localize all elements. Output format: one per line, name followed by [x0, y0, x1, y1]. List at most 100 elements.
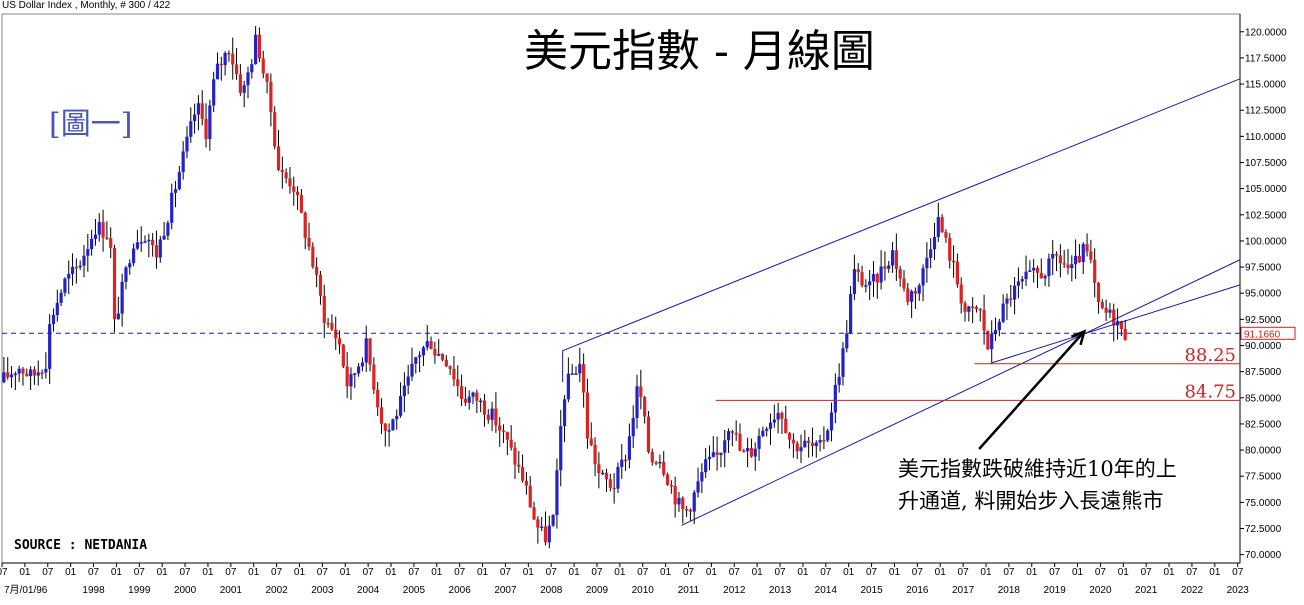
candle-up	[158, 239, 162, 258]
x-tick-month-label: 07	[1186, 567, 1198, 578]
x-tick-year-label: 2003	[311, 585, 334, 596]
candle-up	[723, 440, 727, 453]
x-tick-month-label: 01	[202, 567, 214, 578]
candle-down	[219, 63, 223, 66]
candle-down	[1085, 244, 1089, 252]
x-tick-year-label: 2004	[357, 585, 380, 596]
x-tick-month-label: 01	[431, 567, 443, 578]
candle-down	[1077, 255, 1082, 263]
x-tick-year-label: 2012	[723, 585, 746, 596]
candle-up	[921, 268, 925, 286]
candle-down	[589, 438, 593, 445]
candle-up	[616, 466, 620, 489]
candle-down	[681, 497, 685, 510]
candle-up	[768, 422, 773, 429]
x-tick-month-label: 07	[1232, 567, 1244, 578]
x-tick-month-label: 07	[820, 567, 832, 578]
candle-up	[757, 436, 761, 449]
candle-up	[9, 374, 14, 378]
x-tick-month-label: 01	[660, 567, 672, 578]
candle-down	[612, 487, 616, 490]
candle-down	[749, 448, 754, 457]
candle-up	[578, 364, 582, 374]
candle-up	[570, 373, 574, 375]
candle-down	[593, 444, 597, 465]
candle-down	[330, 323, 334, 330]
x-tick-month-label: 07	[683, 567, 695, 578]
candle-down	[582, 364, 586, 393]
y-tick-label: 100.0000	[1245, 236, 1287, 247]
candle-down	[1054, 253, 1059, 256]
candle-down	[288, 178, 292, 187]
candle-down	[494, 408, 498, 426]
candle-down	[276, 146, 281, 170]
candle-up	[48, 324, 52, 369]
y-tick-label: 75.0000	[1245, 498, 1282, 509]
candle-down	[299, 195, 303, 213]
candle-up	[78, 265, 82, 268]
x-tick-month-label: 01	[523, 567, 535, 578]
candle-down	[456, 379, 460, 387]
candle-up	[162, 235, 166, 240]
candle-up	[170, 192, 174, 223]
x-tick-year-label: 2015	[860, 585, 883, 596]
candle-down	[463, 398, 467, 403]
x-tick-month-label: 01	[1209, 567, 1221, 578]
candle-down	[963, 303, 967, 312]
candle-down	[894, 250, 898, 269]
x-tick-month-label: 07	[774, 567, 786, 578]
candle-down	[32, 369, 37, 376]
candle-down	[227, 52, 231, 55]
candle-up	[635, 386, 639, 419]
candle-up	[917, 285, 921, 294]
candle-down	[913, 291, 918, 294]
candle-down	[883, 266, 887, 269]
x-tick-month-label: 01	[797, 567, 809, 578]
candle-up	[29, 369, 33, 377]
candle-down	[383, 423, 387, 431]
y-tick-label: 90.0000	[1245, 341, 1282, 352]
x-tick-month-label: 07	[546, 567, 558, 578]
x-tick-month-label: 07	[317, 567, 329, 578]
candle-down	[1009, 298, 1013, 301]
candle-up	[997, 321, 1001, 330]
y-tick-label: 77.5000	[1245, 472, 1282, 483]
candle-up	[1001, 303, 1005, 322]
candle-down	[40, 372, 44, 374]
candle-up	[719, 452, 723, 455]
x-tick-month-label: 07	[88, 567, 100, 578]
candle-down	[440, 353, 445, 360]
candle-down	[269, 81, 273, 113]
x-tick-year-label: 2000	[174, 585, 197, 596]
candle-up	[707, 456, 712, 460]
candle-down	[734, 432, 738, 435]
candle-down	[505, 432, 509, 440]
x-tick-month-label: 07	[1141, 567, 1153, 578]
candle-up	[421, 347, 426, 356]
candle-up	[349, 374, 353, 387]
candle-down	[322, 295, 326, 323]
candle-up	[246, 72, 250, 86]
candle-down	[379, 407, 384, 424]
candle-down	[875, 274, 879, 283]
candle-up	[818, 439, 822, 443]
candle-up	[566, 373, 570, 400]
candle-up	[772, 419, 776, 423]
candle-down	[486, 414, 490, 420]
candle-up	[212, 79, 216, 106]
candle-down	[204, 118, 208, 140]
y-tick-label: 95.0000	[1245, 289, 1282, 300]
candle-down	[433, 349, 437, 356]
candle-up	[1016, 281, 1021, 286]
candle-down	[978, 309, 982, 311]
candle-down	[112, 247, 117, 320]
candle-up	[63, 278, 67, 293]
y-tick-label: 120.0000	[1245, 27, 1287, 38]
candle-up	[1074, 255, 1078, 265]
candle-down	[810, 442, 815, 446]
x-tick-year-label: 2019	[1044, 585, 1067, 596]
candle-down	[315, 266, 319, 275]
candle-down	[265, 73, 269, 82]
support-level-label: 84.75	[1184, 381, 1236, 402]
x-tick-month-label: 01	[157, 567, 169, 578]
